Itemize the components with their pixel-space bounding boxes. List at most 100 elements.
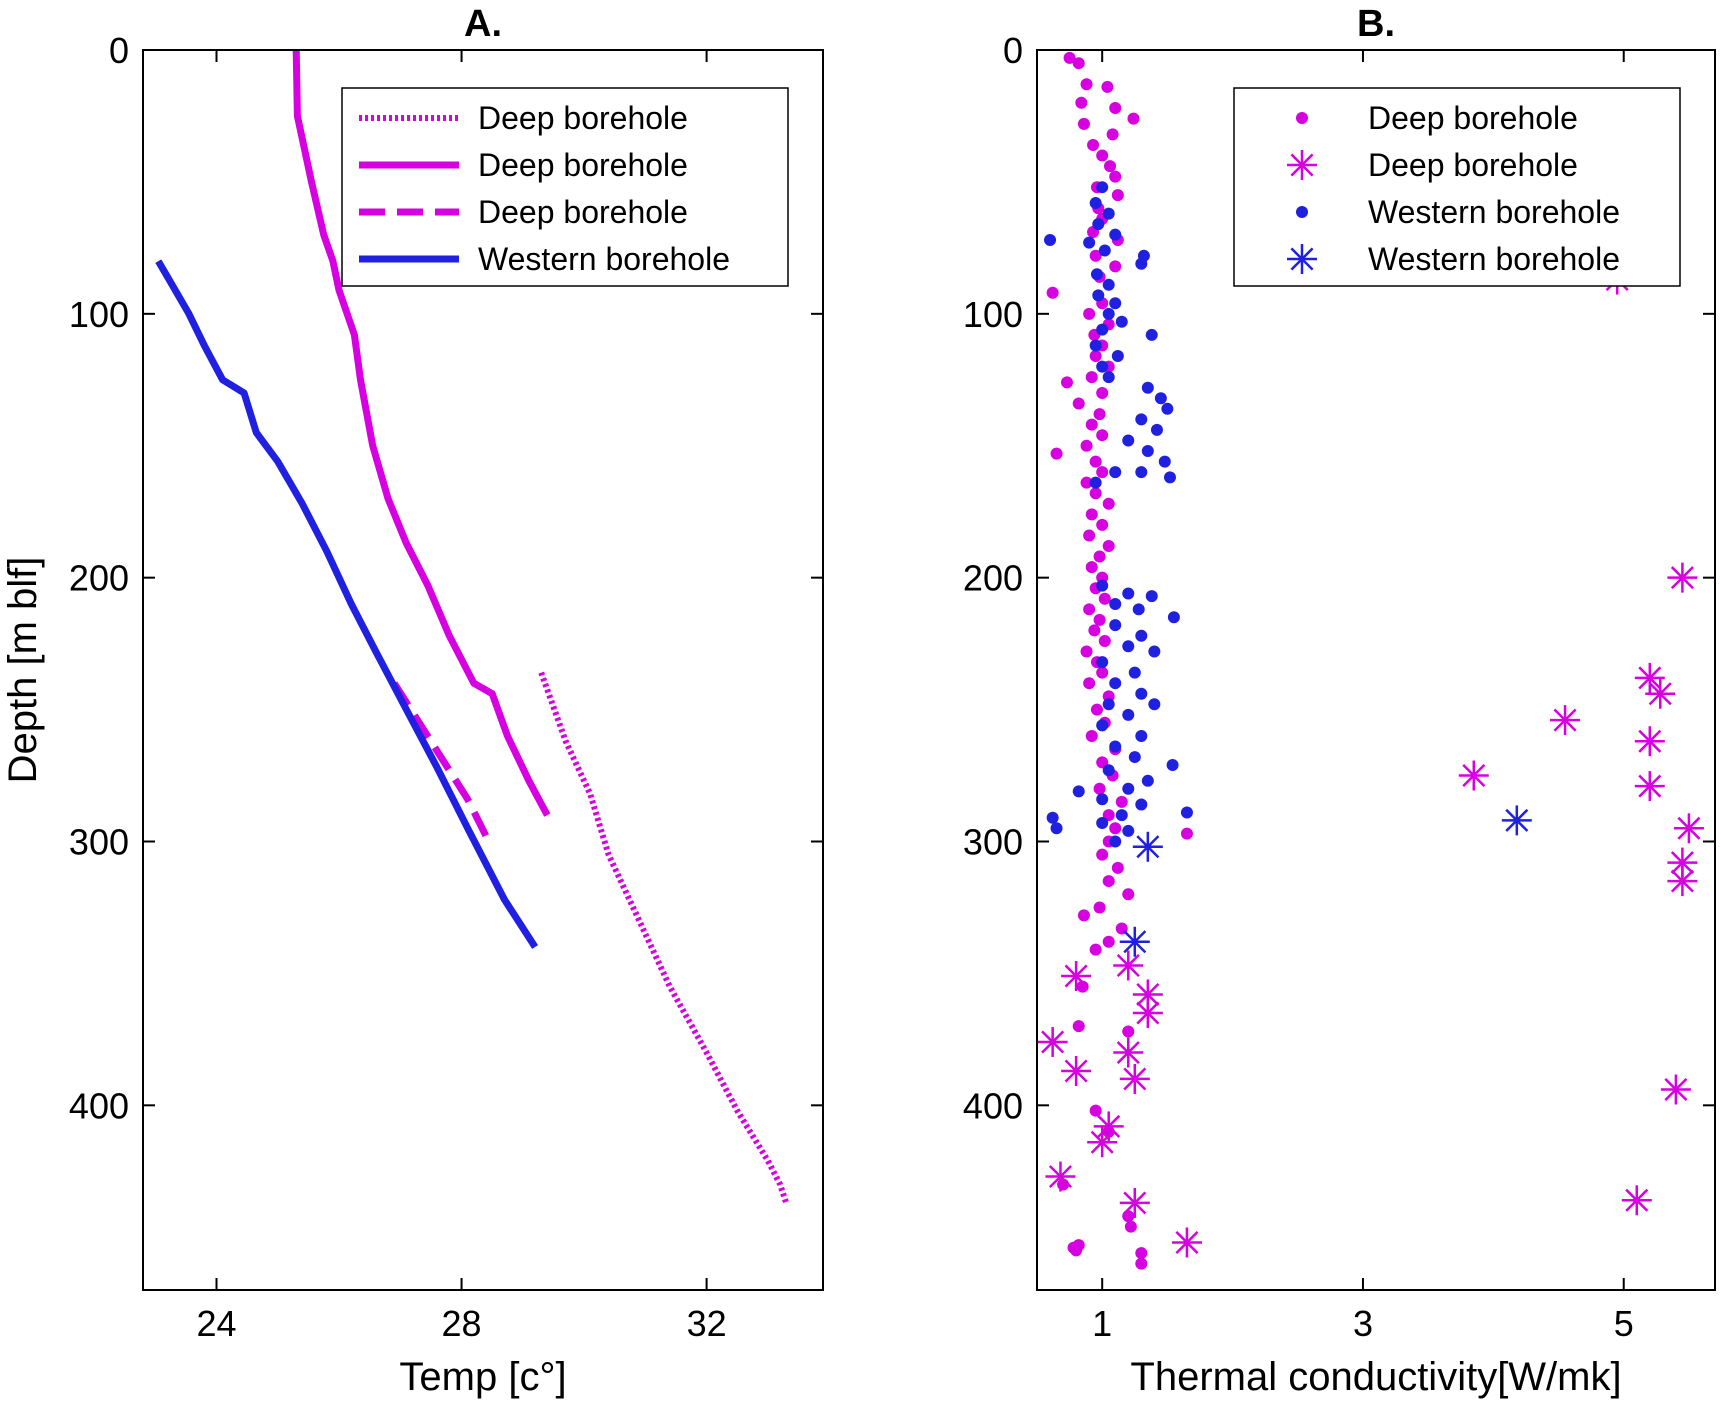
data-point (1145, 590, 1158, 603)
axes-frame (142, 49, 824, 1291)
data-point (1102, 809, 1115, 822)
data-point (1077, 117, 1090, 130)
data-point (1122, 782, 1135, 795)
data-point (1109, 822, 1122, 835)
data-point (1096, 323, 1109, 336)
data-point-asterisk (1634, 771, 1665, 802)
data-point (1089, 943, 1102, 956)
data-point (1109, 677, 1122, 690)
legend-label: Deep borehole (1368, 100, 1578, 136)
data-point (1115, 795, 1128, 808)
data-point (1076, 980, 1089, 993)
data-point (1072, 397, 1085, 410)
data-point-asterisk (1045, 1161, 1076, 1192)
asterisk-stroke (1670, 869, 1694, 893)
data-point (1109, 835, 1122, 848)
data-point (1141, 381, 1154, 394)
asterisk-stroke (1505, 808, 1529, 832)
asterisk-stroke (1136, 983, 1160, 1006)
asterisk-stroke (1670, 566, 1694, 590)
data-point (1163, 471, 1176, 484)
data-point (1087, 138, 1100, 151)
data-point (1083, 307, 1096, 320)
data-point-asterisk (1171, 1227, 1202, 1258)
x-tick-label: 3 (1353, 1303, 1373, 1344)
asterisk-stroke (1462, 764, 1486, 788)
data-point (1122, 1025, 1135, 1038)
data-point (1096, 756, 1109, 769)
data-point-asterisk (1113, 1037, 1144, 1068)
data-point (1122, 587, 1135, 600)
data-point-asterisk (1660, 1074, 1691, 1105)
data-point-asterisk (1634, 726, 1665, 757)
data-point (1083, 603, 1096, 616)
data-point (1122, 434, 1135, 447)
data-point (1135, 257, 1148, 270)
data-point (1150, 423, 1163, 436)
data-point (1046, 286, 1059, 299)
asterisk-stroke (1670, 851, 1694, 875)
series-3 (1044, 181, 1193, 848)
data-point (1115, 809, 1128, 822)
data-point (1135, 466, 1148, 479)
data-point-asterisk (1132, 997, 1163, 1028)
panel-a-temperature-chart: 24 28 32 0 100 200 300 400 A. Temp [c°] Depth [m b… (1, 3, 824, 1399)
data-point (1096, 793, 1109, 806)
data-point-asterisk (1458, 760, 1489, 791)
legend-entry: Western borehole (1296, 194, 1620, 230)
series-4 (155, 259, 539, 949)
data-point (1080, 645, 1093, 658)
panel-title: B. (1357, 3, 1395, 45)
data-point (1072, 1020, 1085, 1033)
data-point-asterisk (1119, 926, 1150, 957)
data-point-asterisk (1119, 1187, 1150, 1218)
y-tick-label: 400 (963, 1085, 1023, 1126)
data-point (1096, 848, 1109, 861)
asterisk-stroke (1123, 1191, 1147, 1215)
data-point (1063, 51, 1076, 64)
data-point (1089, 339, 1102, 352)
asterisk-stroke (1638, 666, 1662, 690)
data-point (1111, 189, 1124, 202)
y-tick-label: 200 (963, 558, 1023, 599)
data-point (1085, 418, 1098, 431)
data-point (1093, 901, 1106, 914)
asterisk-stroke (1041, 1030, 1065, 1054)
data-point (1102, 207, 1115, 220)
data-point (1093, 550, 1106, 563)
data-point (1148, 698, 1161, 711)
data-point (1148, 645, 1161, 658)
legend-entry: Deep borehole (359, 100, 688, 136)
data-point (1089, 197, 1102, 210)
data-point (1050, 447, 1063, 460)
data-point (1180, 827, 1193, 840)
x-tick-label: 5 (1614, 1303, 1634, 1344)
data-point (1096, 579, 1109, 592)
data-point (1096, 429, 1109, 442)
data-point (1109, 598, 1122, 611)
y-tick-label: 100 (963, 294, 1023, 335)
data-point (1060, 376, 1073, 389)
y-tick-label: 0 (1003, 30, 1023, 71)
data-point (1135, 687, 1148, 700)
data-point (1109, 170, 1122, 183)
data-point (1085, 371, 1098, 384)
data-point (1089, 487, 1102, 500)
data-point (1128, 751, 1141, 764)
data-point (1080, 476, 1093, 489)
data-point (1122, 824, 1135, 837)
data-point (1122, 640, 1135, 653)
data-point (1088, 624, 1101, 637)
data-point (1098, 592, 1111, 605)
data-point-asterisk (1621, 1185, 1652, 1216)
y-tick-label: 200 (69, 558, 129, 599)
legend-label: Western borehole (478, 241, 730, 277)
data-point (1180, 806, 1193, 819)
y-tick-label: 0 (109, 30, 129, 71)
asterisk-stroke (1048, 1165, 1072, 1189)
data-point (1093, 408, 1106, 421)
data-point (1135, 729, 1148, 742)
asterisk-stroke (1136, 835, 1160, 859)
panel-title: A. (464, 3, 502, 45)
data-point (1145, 328, 1158, 341)
